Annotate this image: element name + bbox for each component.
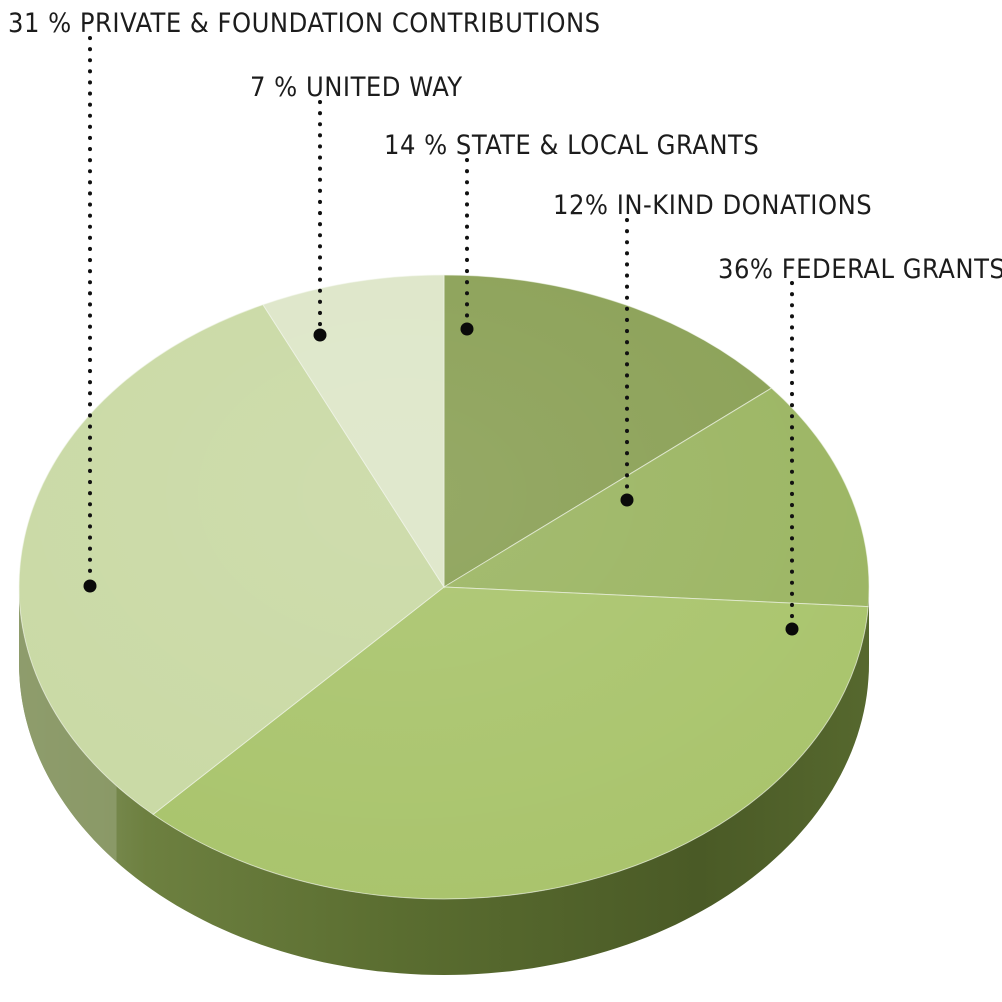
pie-top-sheen — [19, 275, 869, 899]
label-state-local-grants: 14 % STATE & LOCAL GRANTS — [384, 130, 759, 161]
label-united-way: 7 % UNITED WAY — [250, 72, 463, 103]
label-in-kind-donations: 12% IN-KIND DONATIONS — [553, 190, 872, 221]
callout-state-local-grants: 14 % STATE & LOCAL GRANTS — [384, 130, 759, 336]
callout-private-foundation: 31 % PRIVATE & FOUNDATION CONTRIBUTIONS — [8, 8, 601, 593]
label-private-foundation: 31 % PRIVATE & FOUNDATION CONTRIBUTIONS — [8, 8, 601, 39]
leader-dot-united-way — [313, 328, 327, 342]
callout-labels: 36% FEDERAL GRANTS 12% IN-KIND DONATIONS 1… — [8, 8, 1002, 636]
label-federal-grants: 36% FEDERAL GRANTS — [718, 254, 1002, 285]
leader-dot-federal-grants — [785, 622, 799, 636]
leader-dot-state-local-grants — [460, 322, 474, 336]
callout-federal-grants: 36% FEDERAL GRANTS — [718, 254, 1002, 636]
pie-side-wall — [19, 587, 869, 975]
pie-side-wall-band — [19, 587, 869, 975]
pie-side-wall-light — [19, 587, 117, 862]
pie-top-face — [18, 274, 870, 900]
leader-dot-private-foundation — [83, 579, 97, 593]
callout-united-way: 7 % UNITED WAY — [250, 72, 463, 342]
leader-dot-in-kind-donations — [620, 493, 634, 507]
callout-in-kind-donations: 12% IN-KIND DONATIONS — [553, 190, 872, 507]
